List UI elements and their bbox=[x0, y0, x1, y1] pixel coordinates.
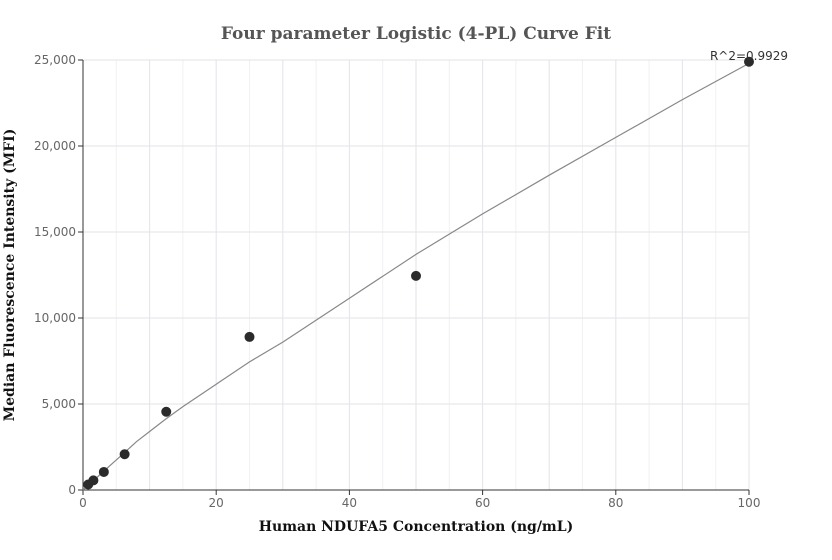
y-tick-label: 0 bbox=[68, 483, 76, 497]
x-tick-label: 0 bbox=[79, 496, 87, 510]
y-axis-title: Median Fluorescence Intensity (MFI) bbox=[2, 129, 18, 422]
y-tick-label: 10,000 bbox=[34, 311, 76, 325]
x-tick-label: 20 bbox=[209, 496, 224, 510]
x-tick-label: 80 bbox=[608, 496, 623, 510]
y-tick-label: 20,000 bbox=[34, 139, 76, 153]
data-point bbox=[744, 56, 754, 67]
y-tick-label: 25,000 bbox=[34, 53, 76, 67]
fit-curve bbox=[82, 62, 750, 491]
data-point bbox=[119, 449, 130, 460]
fit-curve-group bbox=[82, 62, 750, 491]
grid bbox=[83, 59, 750, 490]
x-tick-label: 60 bbox=[475, 496, 490, 510]
x-axis-title: Human NDUFA5 Concentration (ng/mL) bbox=[259, 519, 573, 535]
data-points-group bbox=[83, 56, 754, 490]
axes: 0 20 40 60 80 100 0 5,000 10,000 15,000 20,000 25,0… bbox=[34, 53, 760, 510]
y-tick-label: 5,000 bbox=[42, 397, 76, 411]
x-tick-label: 40 bbox=[342, 496, 357, 510]
data-point bbox=[161, 406, 172, 417]
y-tick-label: 15,000 bbox=[34, 225, 76, 239]
chart-title: Four parameter Logistic (4-PL) Curve Fit bbox=[221, 24, 611, 44]
r-squared-annotation: R^2=0.9929 bbox=[710, 49, 788, 63]
data-point bbox=[98, 466, 109, 477]
data-point bbox=[244, 331, 255, 342]
data-point bbox=[88, 475, 99, 486]
x-tick-label: 100 bbox=[738, 496, 761, 510]
data-point bbox=[411, 270, 421, 281]
